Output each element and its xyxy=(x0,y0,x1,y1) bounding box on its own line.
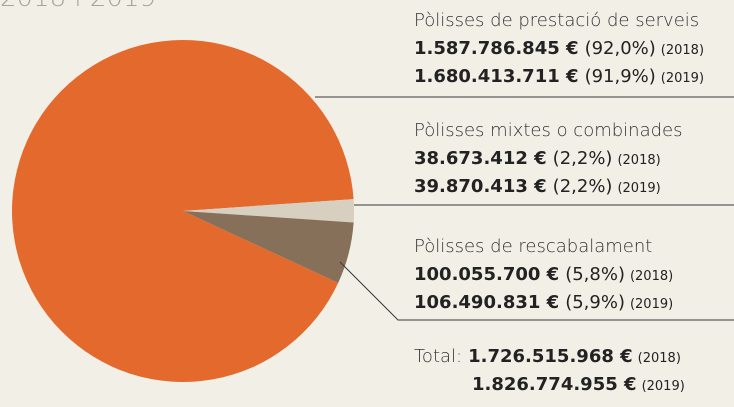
category-label: Pòlisses mixtes o combinades xyxy=(414,120,683,141)
data-label: 1.680.413.711 € (91,9%) (2019) xyxy=(414,66,704,87)
share-label: (2,2%) xyxy=(553,148,613,169)
pie-slice xyxy=(11,40,354,383)
year-label: (2019) xyxy=(661,71,704,86)
total-amount: 1.726.515.968 € xyxy=(468,346,633,367)
share-label: (5,9%) xyxy=(565,292,625,313)
share-label: (91,9%) xyxy=(585,66,656,87)
data-label: 1.587.786.845 € (92,0%) (2018) xyxy=(414,38,704,59)
amount-label: 1.680.413.711 € xyxy=(414,66,579,87)
amount-label: 39.870.413 € xyxy=(414,176,547,197)
year-label: (2019) xyxy=(630,297,673,312)
total-label: 1.826.774.955 € (2019) xyxy=(472,374,685,395)
amount-label: 1.587.786.845 € xyxy=(414,38,579,59)
share-label: (2,2%) xyxy=(553,176,613,197)
leader-line xyxy=(339,261,734,321)
total-label: Total: 1.726.515.968 € (2018) xyxy=(414,346,681,367)
share-label: (5,8%) xyxy=(565,264,625,285)
year-label: (2018) xyxy=(630,269,673,284)
data-label: 39.870.413 € (2,2%) (2019) xyxy=(414,176,661,197)
total-amount: 1.826.774.955 € xyxy=(472,374,637,395)
year-label: (2019) xyxy=(642,379,685,394)
share-label: (92,0%) xyxy=(585,38,656,59)
year-label: (2019) xyxy=(617,181,660,196)
pie-slice xyxy=(183,211,354,283)
amount-label: 106.490.831 € xyxy=(414,292,559,313)
amount-label: 38.673.412 € xyxy=(414,148,547,169)
total-caption: Total: xyxy=(414,346,462,367)
data-label: 106.490.831 € (5,9%) (2019) xyxy=(414,292,673,313)
year-label: (2018) xyxy=(661,43,704,58)
data-label: 100.055.700 € (5,8%) (2018) xyxy=(414,264,673,285)
data-label: 38.673.412 € (2,2%) (2018) xyxy=(414,148,661,169)
category-label: Pòlisses de rescabalament xyxy=(414,236,652,257)
amount-label: 100.055.700 € xyxy=(414,264,559,285)
year-label: (2018) xyxy=(617,153,660,168)
pie xyxy=(11,40,354,383)
chart-title: 2018 i 2019 xyxy=(0,0,156,13)
category-label: Pòlisses de prestació de serveis xyxy=(414,10,699,31)
pie-slice xyxy=(183,199,354,223)
year-label: (2018) xyxy=(638,351,681,366)
